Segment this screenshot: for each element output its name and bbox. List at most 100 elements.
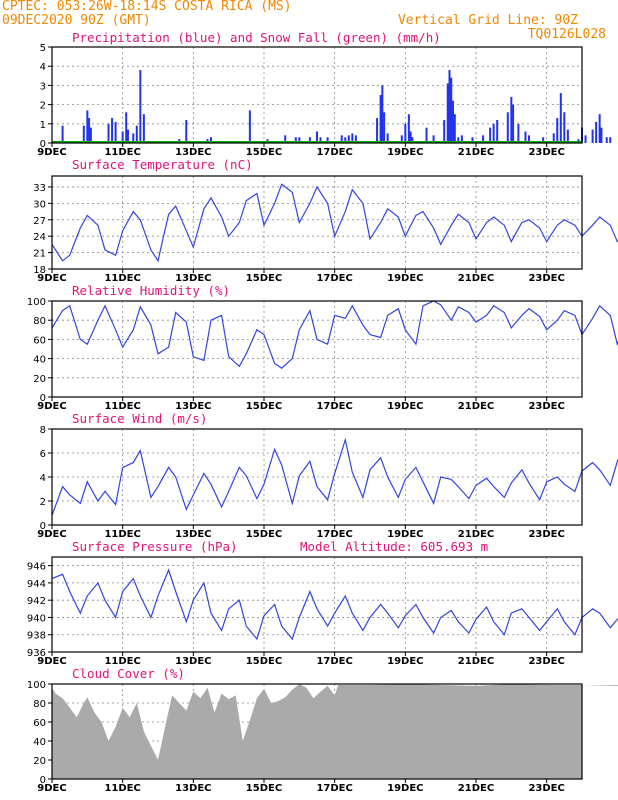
- precip-bar: [294, 137, 297, 143]
- precip-bar: [605, 137, 608, 143]
- wind-title: Surface Wind (m/s): [72, 411, 207, 426]
- x-tick-label: 21DEC: [458, 656, 494, 667]
- precip-bar: [89, 127, 92, 143]
- cloud-cover-area: [52, 684, 618, 779]
- y-tick-label: 24: [33, 232, 46, 243]
- y-tick-label: 20: [33, 756, 46, 767]
- x-tick-label: 9DEC: [37, 273, 66, 284]
- precip-bar: [584, 135, 587, 143]
- y-tick-label: 40: [33, 355, 46, 366]
- precip-bar: [354, 135, 357, 143]
- precip-bar: [139, 70, 142, 143]
- precip-bar: [492, 123, 495, 143]
- precip-bar: [556, 118, 559, 143]
- y-tick-label: 2: [40, 497, 46, 508]
- x-tick-label: 21DEC: [458, 273, 494, 284]
- y-tick-label: 30: [33, 199, 46, 210]
- precip-bar: [409, 131, 412, 143]
- precip-bar: [82, 125, 85, 143]
- x-tick-label: 23DEC: [528, 273, 564, 284]
- x-tick-label: 19DEC: [387, 656, 423, 667]
- precip-bar: [126, 129, 129, 143]
- precip-bar: [340, 135, 343, 143]
- y-tick-label: 60: [33, 335, 46, 346]
- x-tick-label: 23DEC: [528, 656, 564, 667]
- x-tick-label: 15DEC: [246, 529, 282, 540]
- precip-bar: [376, 118, 379, 143]
- precip-bar: [496, 119, 499, 143]
- precip-bar: [446, 83, 449, 143]
- y-tick-label: 3: [40, 81, 46, 92]
- rh-title: Relative Humidity (%): [72, 283, 230, 298]
- x-tick-label: 9DEC: [37, 656, 66, 667]
- x-tick-label: 23DEC: [528, 783, 564, 794]
- y-tick-label: 944: [27, 579, 46, 590]
- y-tick-label: 4: [40, 62, 46, 73]
- x-tick-label: 15DEC: [246, 401, 282, 412]
- precip-bar: [107, 123, 110, 143]
- y-tick-label: 33: [33, 183, 46, 194]
- x-tick-label: 23DEC: [528, 147, 564, 158]
- precip-bar: [347, 135, 350, 143]
- x-tick-label: 19DEC: [387, 147, 423, 158]
- precip-bar: [432, 135, 435, 143]
- x-tick-label: 13DEC: [175, 783, 211, 794]
- temp-frame: [51, 175, 583, 270]
- y-tick-label: 80: [33, 699, 46, 710]
- precip-bar: [351, 133, 354, 143]
- precip-bar: [298, 137, 301, 143]
- precip-bar: [210, 137, 212, 143]
- x-tick-label: 21DEC: [458, 783, 494, 794]
- precip-bar: [121, 131, 124, 143]
- precip-bar: [316, 131, 318, 143]
- x-tick-label: 11DEC: [104, 656, 140, 667]
- precip-bar: [452, 100, 455, 143]
- precip-bar: [559, 93, 562, 143]
- precip-bar: [598, 114, 601, 143]
- precip-bar: [326, 137, 329, 143]
- x-tick-label: 9DEC: [37, 401, 66, 412]
- y-tick-label: 0: [40, 393, 46, 404]
- precip-bar: [450, 77, 453, 143]
- precip-bar: [386, 133, 389, 143]
- pres-annotation: Model Altitude: 605.693 m: [300, 539, 488, 554]
- pres-frame: [51, 556, 583, 653]
- precip-bar: [489, 127, 492, 143]
- x-tick-label: 15DEC: [246, 273, 282, 284]
- y-tick-label: 100: [27, 297, 46, 308]
- precip-bar: [383, 112, 386, 143]
- precip-bar: [482, 135, 485, 143]
- x-tick-label: 17DEC: [316, 783, 352, 794]
- precip-bar: [542, 137, 545, 143]
- y-tick-label: 60: [33, 718, 46, 729]
- x-tick-label: 11DEC: [104, 783, 140, 794]
- x-tick-label: 11DEC: [104, 147, 140, 158]
- x-tick-label: 15DEC: [246, 656, 282, 667]
- cloud-frame: [51, 683, 583, 780]
- y-tick-label: 940: [27, 613, 46, 624]
- precip-bar: [114, 121, 117, 143]
- precip-bar: [111, 118, 114, 143]
- precip-bar: [61, 125, 64, 143]
- precip-bar: [379, 95, 382, 143]
- x-tick-label: 9DEC: [37, 529, 66, 540]
- x-tick-label: 13DEC: [175, 656, 211, 667]
- precip-bar: [284, 135, 287, 143]
- y-tick-label: 938: [27, 631, 46, 642]
- precip-bar: [460, 135, 463, 143]
- x-tick-label: 9DEC: [37, 147, 66, 158]
- x-tick-label: 19DEC: [387, 273, 423, 284]
- precip-title: Precipitation (blue) and Snow Fall (gree…: [72, 30, 441, 45]
- y-tick-label: 27: [33, 216, 46, 227]
- x-tick-label: 23DEC: [528, 529, 564, 540]
- x-tick-label: 23DEC: [528, 401, 564, 412]
- x-tick-label: 15DEC: [246, 783, 282, 794]
- x-tick-label: 17DEC: [316, 656, 352, 667]
- header-date: 09DEC2020 90Z (GMT): [2, 13, 151, 28]
- precip-bar: [600, 127, 603, 143]
- wind-series-line: [51, 437, 618, 516]
- precip-bar: [400, 135, 403, 143]
- y-tick-label: 40: [33, 737, 46, 748]
- y-tick-label: 6: [40, 449, 46, 460]
- x-tick-label: 21DEC: [458, 401, 494, 412]
